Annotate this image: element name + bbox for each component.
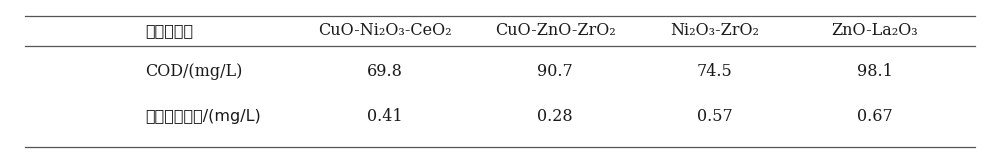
Text: 90.7: 90.7 xyxy=(537,63,573,80)
Text: ZnO-La₂O₃: ZnO-La₂O₃ xyxy=(832,22,918,39)
Text: Ni₂O₃-ZrO₂: Ni₂O₃-ZrO₂ xyxy=(670,22,760,39)
Text: 0.41: 0.41 xyxy=(367,108,403,125)
Text: COD/(mg/L): COD/(mg/L) xyxy=(145,63,242,80)
Text: 0.67: 0.67 xyxy=(857,108,893,125)
Text: 74.5: 74.5 xyxy=(697,63,733,80)
Text: 98.1: 98.1 xyxy=(857,63,893,80)
Text: 0.57: 0.57 xyxy=(697,108,733,125)
Text: 69.8: 69.8 xyxy=(367,63,403,80)
Text: 徂化剂组成: 徂化剂组成 xyxy=(145,23,193,38)
Text: 0.28: 0.28 xyxy=(537,108,573,125)
Text: 偏二甲肼浓度/(mg/L): 偏二甲肼浓度/(mg/L) xyxy=(145,109,261,124)
Text: CuO-Ni₂O₃-CeO₂: CuO-Ni₂O₃-CeO₂ xyxy=(318,22,452,39)
Text: CuO-ZnO-ZrO₂: CuO-ZnO-ZrO₂ xyxy=(495,22,615,39)
